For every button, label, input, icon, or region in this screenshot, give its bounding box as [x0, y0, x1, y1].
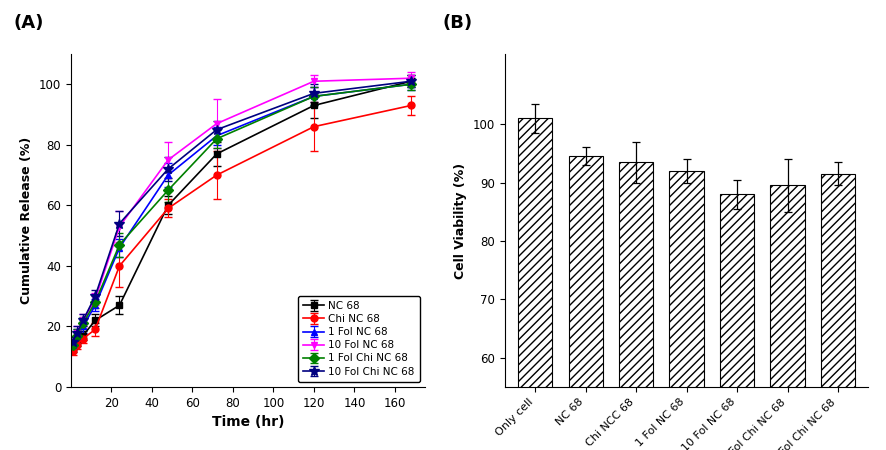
Bar [569, 156, 602, 450]
Bar [771, 185, 804, 450]
X-axis label: Time (hr): Time (hr) [212, 415, 284, 429]
Text: (B): (B) [443, 14, 473, 32]
Bar [619, 162, 653, 450]
Y-axis label: Cell Viability (%): Cell Viability (%) [455, 162, 468, 279]
Bar [670, 171, 703, 450]
Bar [820, 174, 855, 450]
Text: (A): (A) [13, 14, 43, 32]
Y-axis label: Cumulative Release (%): Cumulative Release (%) [20, 137, 34, 304]
Bar [720, 194, 754, 450]
Bar [518, 118, 553, 450]
Legend: NC 68, Chi NC 68, 1 Fol NC 68, 10 Fol NC 68, 1 Fol Chi NC 68, 10 Fol Chi NC 68: NC 68, Chi NC 68, 1 Fol NC 68, 10 Fol NC… [299, 296, 420, 382]
